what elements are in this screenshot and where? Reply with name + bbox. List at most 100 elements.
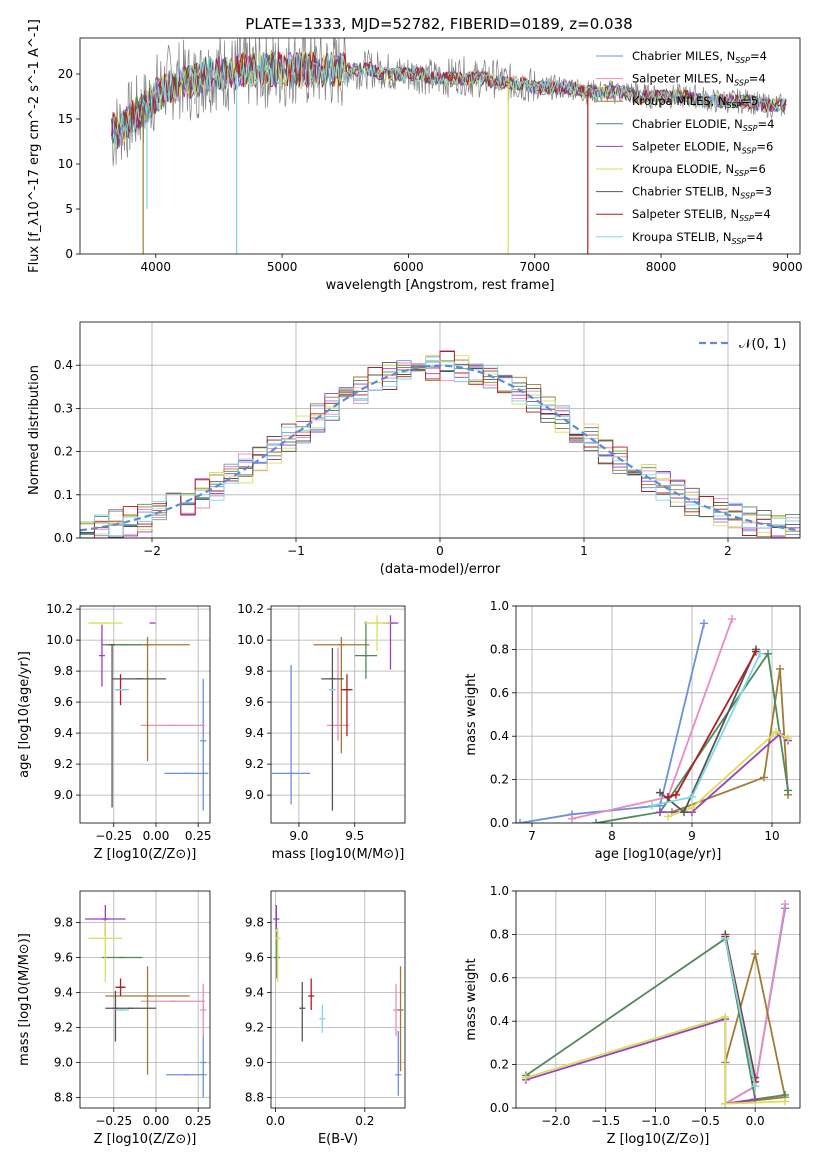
mass-weight-series-3 <box>525 937 786 1101</box>
axes-mass_weight_vs_Z: −2.0 −1.5 −1.0 −0.5 0.0 0.0 0.2 0.4 0.6 0.8 1.0 Z [… <box>464 884 801 1147</box>
plot-area-residuals <box>80 350 800 538</box>
plus-marker <box>721 1012 730 1021</box>
plus-marker <box>756 649 764 658</box>
mass-weight-series-0 <box>519 623 705 823</box>
plus-marker <box>776 664 784 673</box>
x-tick-label: −1.5 <box>591 1114 620 1128</box>
plus-marker <box>656 788 664 797</box>
plus-marker <box>664 792 672 801</box>
y-tick-label: 9.8 <box>245 664 264 678</box>
y-tick-label: 0.0 <box>490 1101 509 1115</box>
axes-frame <box>515 890 801 1109</box>
plots-layer: 4000 5000 6000 7000 8000 900005101520waveleng… <box>17 19 803 1147</box>
axes-frame <box>79 321 801 539</box>
error-point <box>397 966 404 1072</box>
y-tick-label: 0.4 <box>490 1014 509 1028</box>
x-axis-label: Z [log10(Z/Z⊙)] <box>94 847 197 862</box>
plus-marker <box>672 790 680 799</box>
y-tick-label: 15 <box>58 112 73 126</box>
error-point <box>115 978 126 996</box>
error-point <box>200 1036 207 1098</box>
y-tick-label: 9.2 <box>245 1021 264 1035</box>
error-point <box>88 920 123 982</box>
x-tick-label: 9.5 <box>345 829 364 843</box>
plus-marker <box>568 814 576 823</box>
plus-marker <box>784 734 792 743</box>
y-tick-label: 9.6 <box>245 695 264 709</box>
plus-marker <box>764 649 772 658</box>
axes-mass_vs_ebv: 0.0 0.2 8.8 9.0 9.2 9.4 9.6 9.8 E(B-V) <box>245 890 406 1147</box>
plus-marker <box>781 1097 790 1106</box>
y-tick-label: 9.4 <box>54 726 73 740</box>
y-tick-label: 9.6 <box>245 951 264 965</box>
y-tick-label: 0.0 <box>490 816 509 830</box>
y-axis-label: Normed distribution <box>27 365 42 495</box>
y-tick-label: 0.1 <box>54 488 73 502</box>
plot-area-spectrum <box>111 38 788 254</box>
y-tick-label: 9.4 <box>54 986 73 1000</box>
x-tick-label: 7000 <box>519 260 550 274</box>
legend-entry: Salpeter ELODIE, NSSP=6 <box>632 139 773 155</box>
axes-frame <box>270 605 406 824</box>
error-point <box>109 644 116 808</box>
x-tick-label: 10 <box>764 829 779 843</box>
plus-marker <box>688 803 696 812</box>
x-tick-label: 6000 <box>393 260 424 274</box>
y-tick-label: 20 <box>58 67 73 81</box>
error-point <box>313 637 370 754</box>
error-point <box>273 905 280 930</box>
error-point <box>105 637 190 761</box>
y-tick-label: 9.4 <box>245 726 264 740</box>
y-tick-label: 9.8 <box>245 916 264 930</box>
mass-weight-series-3 <box>595 651 789 823</box>
legend-entry: Salpeter MILES, NSSP=4 <box>632 72 766 88</box>
plot-area-age_vs_mass <box>272 615 399 811</box>
axes-frame <box>79 605 211 824</box>
x-tick-label: −0.25 <box>95 829 132 843</box>
axes-frame <box>270 890 406 1109</box>
axes-mass_vs_Z: −0.25 0.00 0.25 8.8 9.0 9.2 9.4 9.6 9.8 Z [log10(… <box>17 890 212 1147</box>
y-tick-label: 0.6 <box>490 686 509 700</box>
axes-mass_weight_vs_age: 7 8 9 10 0.0 0.2 0.4 0.6 0.8 1.0 age [log10(age/yr… <box>464 599 801 862</box>
figure-title: PLATE=1333, MJD=52782, FIBERID=0189, z=0… <box>245 15 632 33</box>
legend-entry: Kroupa ELODIE, NSSP=6 <box>632 162 766 178</box>
y-tick-label: 8.8 <box>245 1091 264 1105</box>
x-axis-label: mass [log10(M/M⊙)] <box>272 847 405 862</box>
x-tick-label: 0.0 <box>266 1114 285 1128</box>
y-tick-label: 0.4 <box>490 729 509 743</box>
legend-entry: Salpeter STELIB, NSSP=4 <box>632 207 771 223</box>
y-tick-label: 9.2 <box>54 757 73 771</box>
plot-area-mass_vs_ebv <box>273 905 404 1096</box>
x-tick-label: −2.0 <box>541 1114 570 1128</box>
legend-entry: Kroupa MILES, NSSP=5 <box>632 94 758 110</box>
plus-marker <box>781 900 790 909</box>
y-tick-label: 0.6 <box>490 971 509 985</box>
error-point <box>274 927 281 982</box>
error-point <box>395 1031 402 1096</box>
plus-marker <box>772 727 780 736</box>
legend-entry: Kroupa STELIB, NSSP=4 <box>632 230 763 246</box>
mass-weight-series-8 <box>724 938 757 1087</box>
plus-marker <box>592 819 600 823</box>
plus-marker <box>688 792 696 801</box>
y-axis-label: mass [log10(M/M⊙)] <box>17 933 32 1066</box>
error-point <box>273 931 280 979</box>
y-tick-label: 1.0 <box>490 599 509 613</box>
mass-weight-series-2 <box>671 668 789 813</box>
y-axis-label: mass weight <box>464 673 479 755</box>
x-tick-label: 0.25 <box>185 829 212 843</box>
gaussian-curve <box>80 364 800 532</box>
y-tick-label: 0.2 <box>490 773 509 787</box>
x-tick-label: 9 <box>688 829 696 843</box>
x-tick-label: −2 <box>143 544 161 558</box>
legend-entry: Chabrier MILES, NSSP=4 <box>632 49 767 65</box>
residual-histogram-4 <box>80 350 800 538</box>
spectrum-legend: Chabrier MILES, NSSP=4 Salpeter MILES, NS… <box>596 49 774 246</box>
error-point <box>200 678 207 811</box>
x-tick-label: 9000 <box>772 260 803 274</box>
plus-marker <box>516 819 524 823</box>
y-tick-label: 8.8 <box>54 1091 73 1105</box>
error-point <box>363 615 391 651</box>
error-point <box>326 647 350 741</box>
y-tick-label: 0.4 <box>54 358 73 372</box>
